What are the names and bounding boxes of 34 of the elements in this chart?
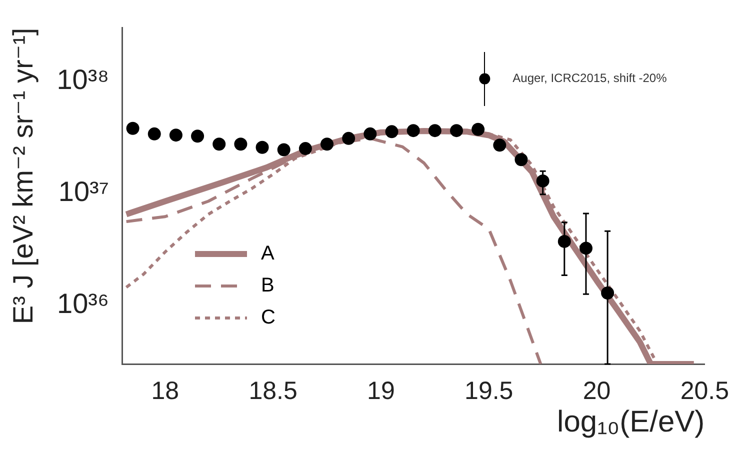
y-axis-title: E³ J [eV² km⁻² sr⁻¹ yr⁻¹] <box>8 28 39 324</box>
point <box>472 122 485 136</box>
point <box>169 128 182 142</box>
x-tick-label: 19 <box>367 376 395 405</box>
point <box>385 125 398 138</box>
point <box>277 143 290 156</box>
point <box>191 130 204 143</box>
point <box>428 124 442 138</box>
point <box>406 124 420 138</box>
legend-label: Auger, ICRC2015, shift -20% <box>512 71 668 86</box>
x-tick-label: 18.5 <box>248 376 298 405</box>
point <box>364 127 377 140</box>
point <box>342 132 356 145</box>
point <box>256 140 269 154</box>
point <box>126 122 140 135</box>
legend-label: B <box>261 274 274 297</box>
x-axis-title: log₁₀(E/eV) <box>557 405 705 438</box>
legend-label: A <box>261 242 275 265</box>
point <box>234 138 248 151</box>
point <box>212 138 226 151</box>
y-tick-label: 10³⁷ <box>58 176 109 208</box>
point <box>514 153 528 166</box>
x-tick-label: 20 <box>582 376 611 405</box>
point <box>320 138 334 151</box>
x-tick-label: 20.5 <box>680 376 730 405</box>
point <box>148 127 161 140</box>
y-tick-label: 10³⁸ <box>56 64 109 95</box>
point <box>298 142 312 156</box>
point <box>493 138 506 152</box>
x-tick-label: 19.5 <box>464 376 514 405</box>
point <box>450 124 463 138</box>
legend-label: C <box>261 306 276 329</box>
x-tick-label: 18 <box>151 376 180 405</box>
y-tick-label: 10³⁶ <box>57 288 109 320</box>
